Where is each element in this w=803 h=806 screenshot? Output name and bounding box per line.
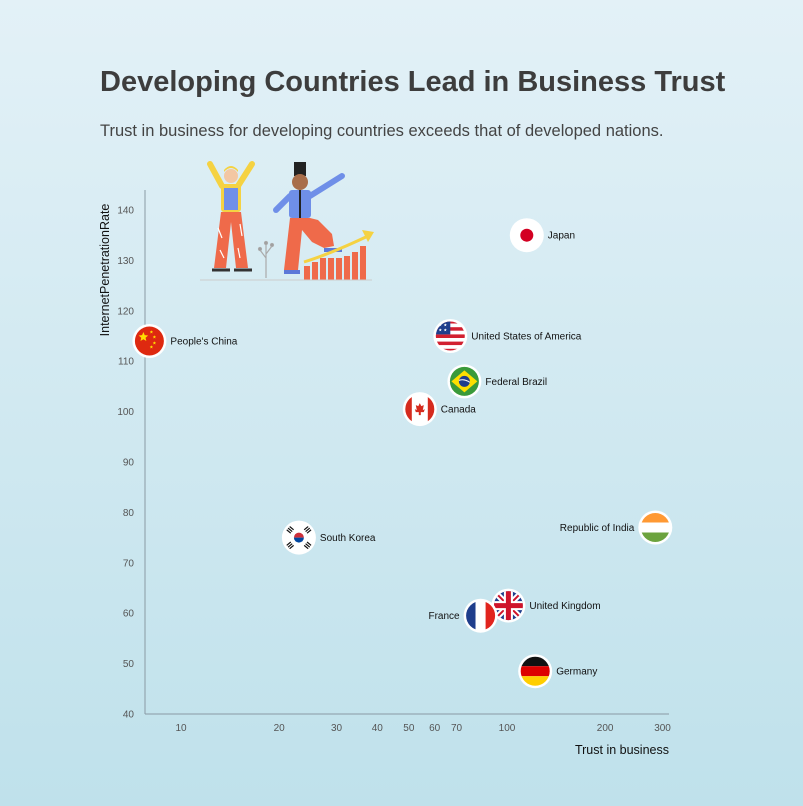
usa-flag-icon [435,321,465,351]
y-tick-label: 100 [117,407,134,418]
x-tick-label: 20 [274,723,286,734]
data-point: Canada [402,392,476,427]
data-point: Republic of India [560,510,673,545]
india-flag-icon [640,513,670,542]
point-label: Germany [556,667,597,678]
y-axis-ticks: 40 50 60 70 80 90 100 110 120 130 140 [117,206,134,721]
x-tick-label: 100 [499,723,516,734]
japan-flag-icon [512,220,542,250]
x-tick-label: 30 [331,723,343,734]
x-tick-label: 10 [175,723,187,734]
brazil-flag-icon [449,366,479,396]
canada-flag-icon [405,394,435,424]
data-point: France [428,598,498,633]
point-label: Federal Brazil [485,377,547,388]
south-korea-flag-icon [284,523,314,553]
y-tick-label: 130 [117,256,134,267]
data-point: Germany [518,654,597,689]
x-tick-label: 60 [429,723,441,734]
data-point: Federal Brazil [447,364,547,399]
point-label: People's China [170,337,237,348]
y-tick-label: 90 [123,458,135,469]
x-tick-label: 50 [403,723,415,734]
y-tick-label: 120 [117,306,134,317]
chart-title: Developing Countries Lead in Business Tr… [100,66,726,98]
business-growth-illustration-icon [200,161,374,281]
point-label: Republic of India [560,523,635,534]
x-tick-label: 300 [654,723,671,734]
data-point: Japan [509,218,575,253]
point-label: France [428,611,460,622]
data-point: United States of America [433,319,582,353]
france-flag-icon [466,601,496,631]
y-tick-label: 60 [123,609,135,620]
x-axis-title: Trust in business [575,743,669,757]
data-points: People's China Japan United States of Amer… [132,218,673,689]
point-label: Canada [441,405,476,416]
x-tick-label: 200 [597,723,614,734]
point-label: United States of America [471,332,581,343]
y-tick-label: 40 [123,710,135,721]
point-label: Japan [548,231,575,242]
point-label: South Korea [320,533,376,544]
chart-subtitle: Trust in business for developing countri… [100,122,664,140]
x-tick-label: 40 [372,723,384,734]
x-tick-label: 70 [451,723,463,734]
germany-flag-icon [520,656,550,686]
y-tick-label: 80 [123,508,135,519]
china-flag-icon [134,326,164,356]
y-axis-title: InternetPenetrationRate [98,204,112,337]
data-point: People's China [132,324,238,358]
y-tick-label: 140 [117,206,134,217]
y-tick-label: 50 [123,659,135,670]
data-point: United Kingdom [491,588,601,623]
y-tick-label: 70 [123,558,135,569]
y-tick-label: 110 [118,357,134,368]
point-label: United Kingdom [529,601,600,612]
data-point: South Korea [281,520,376,555]
x-axis-ticks: 10 20 30 40 50 60 70 100 200 300 [175,723,671,734]
